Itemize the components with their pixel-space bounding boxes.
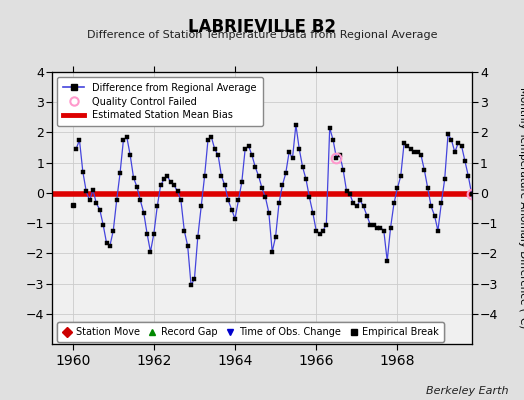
Legend: Station Move, Record Gap, Time of Obs. Change, Empirical Break: Station Move, Record Gap, Time of Obs. C…: [57, 322, 444, 342]
Text: Difference of Station Temperature Data from Regional Average: Difference of Station Temperature Data f…: [87, 30, 437, 40]
Text: LABRIEVILLE B2: LABRIEVILLE B2: [188, 18, 336, 36]
Y-axis label: Monthly Temperature Anomaly Difference (°C): Monthly Temperature Anomaly Difference (…: [518, 87, 524, 329]
Text: Berkeley Earth: Berkeley Earth: [426, 386, 508, 396]
